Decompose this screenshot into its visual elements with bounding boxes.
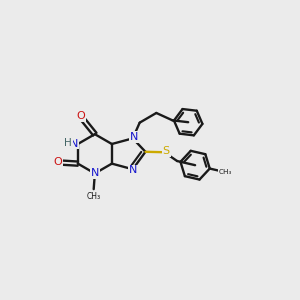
Text: O: O — [54, 157, 62, 166]
Text: CH₃: CH₃ — [218, 169, 232, 175]
Text: CH₃: CH₃ — [87, 192, 101, 201]
Text: N: N — [129, 165, 137, 176]
Text: N: N — [91, 168, 99, 178]
Text: S: S — [163, 146, 170, 156]
Text: N: N — [130, 132, 138, 142]
Text: N: N — [70, 139, 78, 148]
Text: O: O — [76, 111, 85, 121]
Text: H: H — [64, 138, 72, 148]
